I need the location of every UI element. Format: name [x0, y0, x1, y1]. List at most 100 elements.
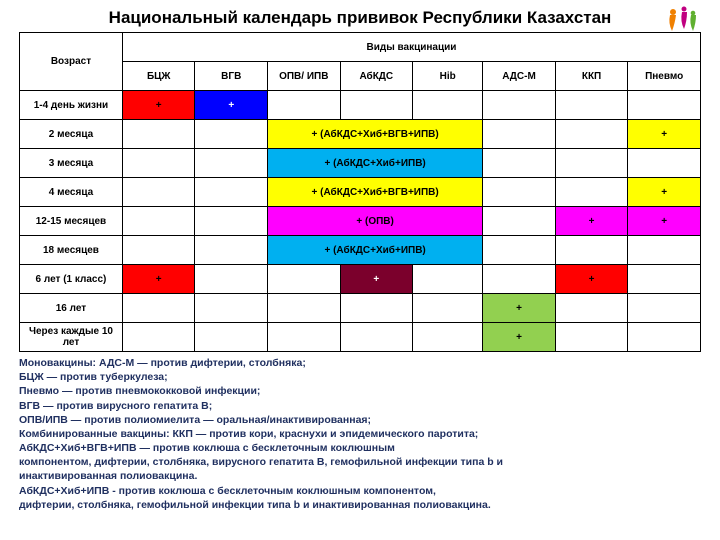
page-title: Национальный календарь прививок Республи… [0, 0, 720, 32]
vaccine-cell [195, 323, 268, 352]
age-cell: Через каждые 10 лет [20, 323, 123, 352]
vaccine-cell [122, 323, 195, 352]
age-header: Возраст [20, 33, 123, 91]
vaccine-cell [628, 91, 701, 120]
vaccine-cell [195, 236, 268, 265]
vaccine-cell [413, 323, 483, 352]
vaccine-cell [195, 294, 268, 323]
age-cell: 1-4 день жизни [20, 91, 123, 120]
vaccine-cell [555, 178, 628, 207]
vaccine-cell: + [122, 265, 195, 294]
vaccine-cell [628, 294, 701, 323]
vaccine-cell: + (АбКДС+Хиб+ВГВ+ИПВ) [268, 120, 483, 149]
vaccine-cell [555, 323, 628, 352]
vaccine-cell [555, 91, 628, 120]
schedule-table: Возраст Виды вакцинации БЦЖВГВОПВ/ ИПВАб… [19, 32, 701, 352]
vaccine-cell: + [483, 294, 556, 323]
age-cell: 2 месяца [20, 120, 123, 149]
table-row: Через каждые 10 лет + [20, 323, 701, 352]
vaccine-cell [413, 91, 483, 120]
vaccine-cell [340, 323, 413, 352]
vaccine-cell [268, 323, 341, 352]
table-row: 16 лет + [20, 294, 701, 323]
vaccine-cell: + [340, 265, 413, 294]
col-header-7: Пневмо [628, 62, 701, 91]
vaccine-cell [268, 265, 341, 294]
vaccine-cell: + (ОПВ) [268, 207, 483, 236]
age-cell: 16 лет [20, 294, 123, 323]
col-header-4: Hib [413, 62, 483, 91]
vaccine-cell: + [122, 91, 195, 120]
table-row: 12-15 месяцев + (ОПВ) ++ [20, 207, 701, 236]
vaccine-cell [122, 120, 195, 149]
age-cell: 18 месяцев [20, 236, 123, 265]
col-header-1: ВГВ [195, 62, 268, 91]
legend-line: АбКДС+Хиб+ВГВ+ИПВ — против коклюша с бес… [19, 441, 701, 455]
vaccine-cell: + [483, 323, 556, 352]
vaccine-cell [195, 149, 268, 178]
types-header: Виды вакцинации [122, 33, 700, 62]
table-row: 3 месяца + (АбКДС+Хиб+ИПВ) [20, 149, 701, 178]
vaccine-cell [122, 294, 195, 323]
table-row: 4 месяца + (АбКДС+Хиб+ВГВ+ИПВ) + [20, 178, 701, 207]
vaccine-cell [268, 91, 341, 120]
col-header-3: АбКДС [340, 62, 413, 91]
vaccine-cell [628, 265, 701, 294]
vaccine-cell: + (АбКДС+Хиб+ИПВ) [268, 149, 483, 178]
vaccine-cell [195, 207, 268, 236]
vaccine-cell [555, 236, 628, 265]
legend-line: АбКДС+Хиб+ИПВ - против коклюша с бесклет… [19, 484, 701, 498]
vaccine-cell: + (АбКДС+Хиб+ВГВ+ИПВ) [268, 178, 483, 207]
vaccine-cell: + [195, 91, 268, 120]
vaccine-cell [122, 178, 195, 207]
vaccine-cell [195, 120, 268, 149]
legend-line: Моновакцины: АДС-М — против дифтерии, ст… [19, 356, 701, 370]
legend-block: Моновакцины: АДС-М — против дифтерии, ст… [19, 356, 701, 512]
col-header-2: ОПВ/ ИПВ [268, 62, 341, 91]
vaccine-cell [483, 236, 556, 265]
schedule-body: 1-4 день жизни++2 месяца+ (АбКДС+Хиб+ВГВ… [20, 91, 701, 352]
legend-line: компонентом, дифтерии, столбняка, вирусн… [19, 455, 701, 469]
vaccine-cell [483, 207, 556, 236]
table-row: 6 лет (1 класс)+++ [20, 265, 701, 294]
vaccine-cell: + [628, 178, 701, 207]
legend-line: дифтерии, столбняка, гемофильной инфекци… [19, 498, 701, 512]
col-header-5: АДС-М [483, 62, 556, 91]
legend-line: Пневмо — против пневмококковой инфекции; [19, 384, 701, 398]
vaccine-cell: + [628, 120, 701, 149]
vaccine-cell [555, 120, 628, 149]
legend-line: Комбинированные вакцины: ККП — против ко… [19, 427, 701, 441]
vaccine-cell [555, 149, 628, 178]
vaccine-cell [195, 178, 268, 207]
table-row: 2 месяца + (АбКДС+Хиб+ВГВ+ИПВ) + [20, 120, 701, 149]
vaccine-cell [483, 265, 556, 294]
vaccine-cell [483, 91, 556, 120]
vaccine-cell [122, 236, 195, 265]
vaccine-cell [413, 294, 483, 323]
vaccine-cell [555, 294, 628, 323]
age-cell: 12-15 месяцев [20, 207, 123, 236]
vaccine-cell [340, 294, 413, 323]
legend-line: БЦЖ — против туберкулеза; [19, 370, 701, 384]
age-cell: 3 месяца [20, 149, 123, 178]
vaccine-cell [483, 149, 556, 178]
age-cell: 6 лет (1 класс) [20, 265, 123, 294]
vaccine-cell: + [555, 207, 628, 236]
logo-icon [660, 3, 700, 38]
vaccine-cell: + [555, 265, 628, 294]
col-header-0: БЦЖ [122, 62, 195, 91]
vaccine-cell: + (АбКДС+Хиб+ИПВ) [268, 236, 483, 265]
vaccine-cell [413, 265, 483, 294]
table-row: 18 месяцев + (АбКДС+Хиб+ИПВ) [20, 236, 701, 265]
column-headers-row: БЦЖВГВОПВ/ ИПВАбКДСHibАДС-МККППневмо [20, 62, 701, 91]
vaccine-cell: + [628, 207, 701, 236]
vaccine-cell [122, 207, 195, 236]
vaccine-cell [483, 120, 556, 149]
legend-line: ОПВ/ИПВ — против полиомиелита — оральная… [19, 413, 701, 427]
legend-line: инактивированная полиовакцина. [19, 469, 701, 483]
table-row: 1-4 день жизни++ [20, 91, 701, 120]
vaccine-cell [340, 91, 413, 120]
vaccine-cell [268, 294, 341, 323]
age-cell: 4 месяца [20, 178, 123, 207]
vaccine-cell [195, 265, 268, 294]
